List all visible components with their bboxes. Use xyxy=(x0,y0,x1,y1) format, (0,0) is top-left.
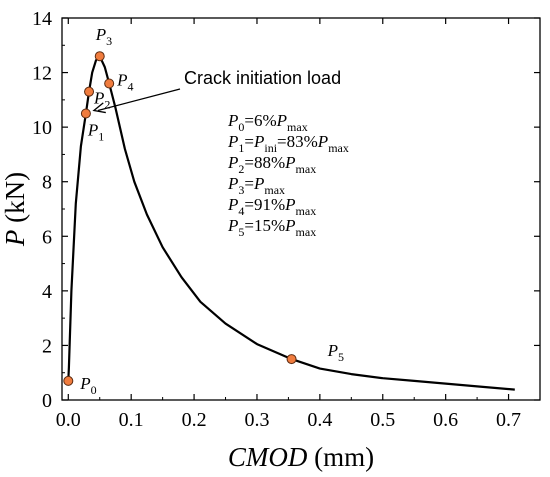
annotation-text: Crack initiation load xyxy=(184,68,341,88)
x-tick-label: 0.1 xyxy=(119,409,144,431)
point-label-p0: P0 xyxy=(79,374,96,397)
x-tick-label: 0.5 xyxy=(370,409,395,431)
data-point-p4 xyxy=(104,78,115,89)
load-cmod-curve xyxy=(67,55,515,391)
data-point-p0 xyxy=(63,375,74,386)
x-tick-label: 0.2 xyxy=(182,409,207,431)
x-tick-label: 0.6 xyxy=(433,409,458,431)
y-axis-title: P (kN) xyxy=(0,172,30,247)
annotation-arrow-head xyxy=(92,102,106,114)
y-tick-label: 0 xyxy=(42,390,52,412)
y-tick-label: 12 xyxy=(32,63,52,85)
legend-line-p5: P5=15%Pmax xyxy=(227,216,316,239)
legend-line-p1: P1=Pini=83%Pmax xyxy=(227,132,349,155)
point-label-p1: P1 xyxy=(87,121,104,144)
legend-line-p4: P4=91%Pmax xyxy=(227,195,316,218)
x-tick-label: 0.0 xyxy=(56,409,81,431)
annotation-arrow-line xyxy=(97,88,181,112)
data-point-p2 xyxy=(84,86,95,97)
data-point-p1 xyxy=(80,108,91,119)
y-tick-label: 6 xyxy=(42,226,52,248)
y-tick-label: 10 xyxy=(32,117,52,139)
point-label-p2: P2 xyxy=(93,89,110,112)
data-point-p3 xyxy=(94,51,105,62)
point-label-p4: P4 xyxy=(116,70,133,93)
legend-line-p2: P2=88%Pmax xyxy=(227,153,316,176)
y-tick-label: 8 xyxy=(42,172,52,194)
point-label-p5: P5 xyxy=(327,341,344,364)
y-tick-label: 14 xyxy=(32,8,52,30)
legend-line-p0: P0=6%Pmax xyxy=(227,111,308,134)
y-tick-label: 4 xyxy=(42,281,52,303)
point-label-p3: P3 xyxy=(95,25,112,48)
x-tick-label: 0.3 xyxy=(244,409,269,431)
legend-line-p3: P3=Pmax xyxy=(227,174,285,197)
x-tick-label: 0.4 xyxy=(307,409,332,431)
x-axis-title: CMOD (mm) xyxy=(228,442,374,472)
y-tick-label: 2 xyxy=(42,335,52,357)
x-tick-label: 0.7 xyxy=(496,409,521,431)
data-point-p5 xyxy=(286,354,297,365)
